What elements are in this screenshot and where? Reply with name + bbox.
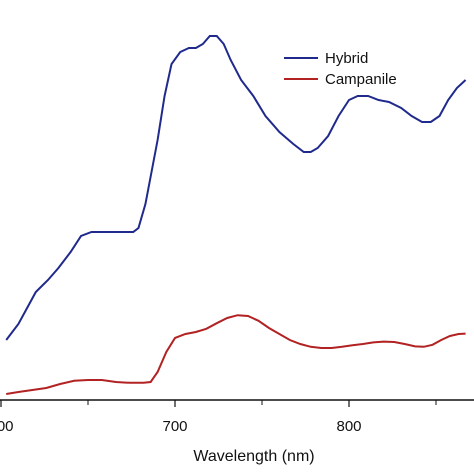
legend: Hybrid Campanile xyxy=(284,50,397,88)
x-axis-ticks xyxy=(0,400,437,407)
x-tick-label-600: 600 xyxy=(0,418,14,435)
hybrid-series-line xyxy=(5,35,467,341)
legend-campanile-label: Campanile xyxy=(325,71,397,88)
x-axis-title: Wavelength (nm) xyxy=(193,448,314,465)
x-axis-tick-labels: 600 700 800 xyxy=(0,418,362,435)
legend-hybrid-label: Hybrid xyxy=(325,50,368,67)
x-tick-label-700: 700 xyxy=(162,418,187,435)
plot-area xyxy=(5,35,467,395)
campanile-series-line xyxy=(6,314,466,395)
x-tick-label-800: 800 xyxy=(336,418,361,435)
